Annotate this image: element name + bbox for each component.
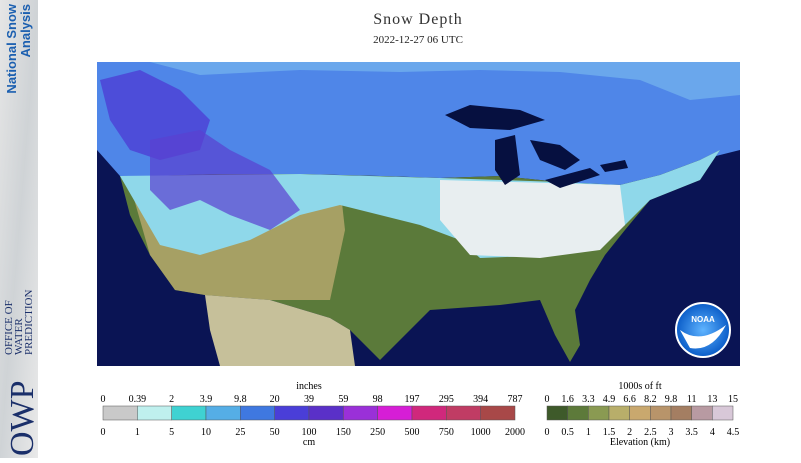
color-swatch: [411, 405, 447, 421]
great-lakes: [445, 105, 628, 188]
legend-top-label: 4.9: [603, 394, 616, 405]
legend-top-label: 394: [473, 394, 488, 405]
legend-bottom-label: 750: [439, 427, 454, 438]
office-name: PREDICTION: [23, 290, 35, 355]
color-swatch: [102, 405, 138, 421]
color-swatch: [274, 405, 310, 421]
legend-top-label: 197: [405, 394, 420, 405]
legend-top-label: 0: [545, 394, 550, 405]
color-swatch: [205, 405, 241, 421]
legend-bottom-label: 1: [586, 427, 591, 438]
legend-bottom-label: 1: [135, 427, 140, 438]
legend-bottom-label: 500: [405, 427, 420, 438]
legend-bottom-label: 0.5: [561, 427, 574, 438]
legend-top-label: 787: [508, 394, 523, 405]
office-name: OFFICE OF: [3, 300, 15, 355]
color-swatch: [240, 405, 275, 421]
legend-bottom-label: 2000: [505, 427, 525, 438]
legend-top-label: 3.3: [582, 394, 595, 405]
legend-top-label: 20: [270, 394, 280, 405]
legend-bottom-label: 150: [336, 427, 351, 438]
legend-top-label: 15: [728, 394, 738, 405]
color-swatch: [343, 405, 378, 421]
product-name: National Snow: [4, 3, 19, 93]
mexico: [205, 295, 355, 366]
legend-top-label: 295: [439, 394, 454, 405]
legend-bottom-unit: cm: [303, 437, 315, 448]
product-name: Analysis: [18, 4, 33, 57]
legend-top-label: 9.8: [234, 394, 247, 405]
legend-bottom-label: 0: [101, 427, 106, 438]
color-swatch: [691, 405, 713, 421]
canada-north: [150, 62, 740, 100]
color-swatch: [712, 405, 734, 421]
noaa-bird: [680, 325, 726, 349]
color-swatch: [629, 405, 651, 421]
color-swatch: [308, 405, 344, 421]
legend-bottom-label: 5: [169, 427, 174, 438]
legend-top-label: 2: [169, 394, 174, 405]
color-swatch: [137, 405, 172, 421]
legend-top-label: 0.39: [129, 394, 147, 405]
legend-bottom-label: 100: [302, 427, 317, 438]
legend-bottom-unit: Elevation (km): [610, 437, 670, 448]
legend-top-label: 0: [101, 394, 106, 405]
title: Snow Depth: [373, 11, 463, 28]
legend-bottom-label: 4.5: [727, 427, 740, 438]
snow-light: [440, 180, 625, 258]
legend-bottom-label: 3: [669, 427, 674, 438]
legend-top-label: 8.2: [644, 394, 657, 405]
legend-top-label: 9.8: [665, 394, 678, 405]
legend-top-label: 59: [338, 394, 348, 405]
legend-bottom-label: 4: [710, 427, 715, 438]
legend-bottom-label: 1000: [471, 427, 491, 438]
office-name: WATER: [13, 318, 25, 355]
legend-top-label: 1.6: [561, 394, 574, 405]
color-swatch: [650, 405, 672, 421]
snow-deep: [150, 130, 300, 230]
legend-bottom-label: 250: [370, 427, 385, 438]
color-swatch: [608, 405, 630, 421]
color-swatch: [588, 405, 610, 421]
color-swatch: [546, 405, 568, 421]
legend-top-label: 11: [687, 394, 697, 405]
sidebar: [0, 0, 38, 458]
legend-bottom-label: 2.5: [644, 427, 657, 438]
map: NOAA: [97, 62, 740, 366]
color-swatch: [670, 405, 692, 421]
legend-top-label: 6.6: [623, 394, 636, 405]
legend-bottom-label: 2: [627, 427, 632, 438]
legend-bottom-label: 10: [201, 427, 211, 438]
legend-top-label: 98: [373, 394, 383, 405]
legend-bottom-label: 1.5: [603, 427, 616, 438]
legend-top-label: 39: [304, 394, 314, 405]
legend-bottom-label: 50: [270, 427, 280, 438]
legend-top-label: 13: [707, 394, 717, 405]
owp-logo: OWP: [4, 380, 41, 456]
legend-top-label: 3.9: [200, 394, 213, 405]
date: 2022-12-27 06 UTC: [373, 34, 463, 46]
color-swatch: [377, 405, 413, 421]
canada: [97, 62, 740, 185]
legend-bottom-label: 0: [545, 427, 550, 438]
legend-bottom-label: 25: [235, 427, 245, 438]
legend-top-unit: inches: [296, 381, 322, 392]
legend-top-unit: 1000s of ft: [618, 381, 662, 392]
noaa-text: NOAA: [691, 315, 715, 324]
color-swatch: [480, 405, 516, 421]
color-swatch: [446, 405, 481, 421]
sidebar-text: National Snow Analysis OFFICE OFWATERPREDI…: [3, 3, 41, 456]
color-swatch: [171, 405, 207, 421]
legend-bottom-label: 3.5: [685, 427, 698, 438]
color-swatch: [567, 405, 589, 421]
